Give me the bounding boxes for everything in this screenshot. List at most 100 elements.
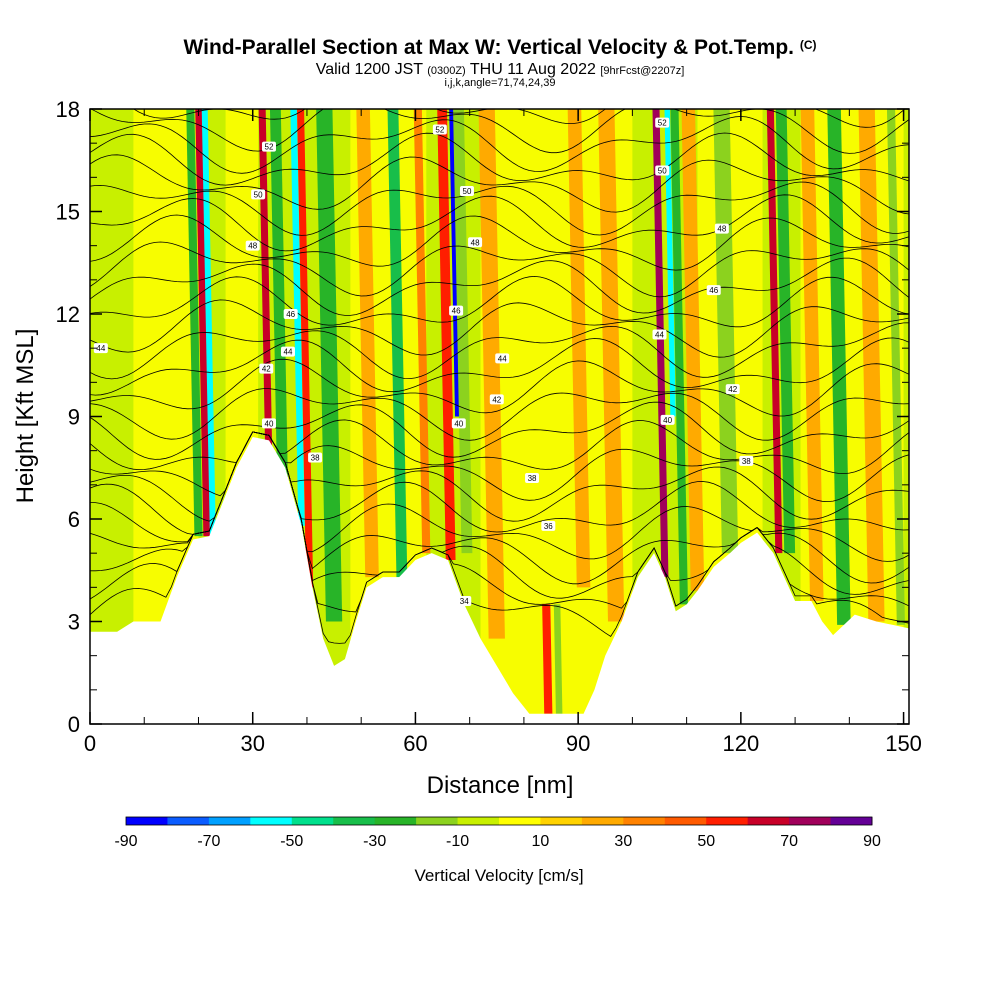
colorbar-swatch	[333, 817, 376, 825]
theta-contour-line	[90, 154, 909, 215]
velocity-band	[766, 109, 783, 554]
contour-label: 46	[283, 309, 298, 319]
colorbar-swatch	[747, 817, 790, 825]
y-axis-label: Height [Kft MSL]	[12, 329, 39, 504]
colorbar-swatch	[457, 817, 500, 825]
contour-label: 44	[652, 329, 667, 340]
velocity-band	[652, 109, 669, 578]
contour-label-text: 42	[492, 395, 501, 404]
contour-label-text: 44	[284, 348, 293, 357]
contour-label-text: 36	[544, 522, 553, 531]
velocity-band	[356, 109, 379, 578]
contour-label: 48	[714, 223, 729, 234]
contour-label-text: 46	[286, 310, 295, 319]
velocity-band	[186, 109, 203, 537]
colorbar-swatch	[499, 817, 541, 825]
velocity-band	[413, 109, 431, 554]
colorbar-swatch	[126, 817, 168, 825]
velocity-band	[681, 109, 705, 591]
contour-label: 38	[739, 455, 754, 466]
velocity-band	[437, 109, 456, 560]
contour-label: 50	[459, 186, 474, 196]
y-tick-label: 9	[68, 405, 80, 430]
colorbar-swatch	[374, 817, 417, 825]
contour-label-text: 42	[728, 385, 737, 394]
colorbar-swatch	[706, 817, 749, 825]
colorbar-swatch	[416, 817, 459, 825]
y-tick-label: 3	[68, 610, 80, 635]
velocity-band	[478, 109, 505, 639]
contour-label: 40	[660, 414, 675, 425]
contour-label-text: 46	[452, 307, 461, 316]
contour-label: 44	[280, 346, 295, 357]
velocity-band	[664, 109, 676, 417]
colorbar-swatch	[789, 817, 832, 825]
contour-label-text: 38	[528, 474, 537, 483]
colorbar-swatch	[830, 817, 873, 825]
chart-subtitle: Valid 1200 JST (0300Z) THU 11 Aug 2022 […	[315, 61, 685, 78]
colorbar-swatch	[208, 817, 251, 825]
velocity-band	[542, 604, 553, 714]
chart-title: Wind-Parallel Section at Max W: Vertical…	[183, 36, 817, 59]
velocity-band	[598, 109, 625, 622]
contour-label: 34	[457, 596, 472, 606]
y-tick-label: 15	[56, 200, 80, 225]
x-tick-label: 120	[723, 731, 760, 756]
theta-contour-line	[90, 109, 909, 154]
contour-label: 48	[245, 240, 260, 251]
colorbar-tick-label: -50	[280, 833, 303, 850]
chart-indices: i,j,k,angle=71,74,24,39	[444, 77, 556, 89]
velocity-band	[316, 109, 343, 622]
contour-label-text: 44	[96, 344, 105, 353]
contour-label-text: 50	[658, 167, 667, 176]
velocity-band	[195, 109, 210, 537]
velocity-band	[200, 109, 216, 537]
contour-label: 44	[495, 353, 510, 364]
contour-label: 42	[259, 363, 274, 374]
x-tick-label: 60	[403, 731, 427, 756]
velocity-band	[775, 109, 796, 554]
colorbar-tick-label: -70	[197, 833, 220, 850]
plot-area: 44 52 50 48 46 44 42 40 38 52 50 48 46 44 42 40 38 36 34 52…	[90, 109, 909, 724]
theta-contours	[90, 109, 909, 644]
theta-contour-line	[90, 181, 909, 236]
y-tick-label: 18	[56, 97, 80, 122]
contour-label-text: 52	[265, 143, 274, 152]
x-tick-label: 90	[566, 731, 590, 756]
contour-label: 44	[93, 343, 108, 354]
theta-contour-line	[90, 241, 909, 298]
contour-label-text: 34	[460, 597, 469, 606]
contour-label: 36	[541, 520, 556, 531]
theta-contour-line	[90, 214, 909, 271]
theta-contour-line	[90, 388, 909, 441]
contour-label-text: 48	[717, 225, 726, 234]
velocity-band	[453, 109, 473, 554]
contour-label-text: 46	[709, 286, 718, 295]
contour-label: 52	[432, 124, 447, 135]
colorbar-tick-label: -10	[446, 833, 469, 850]
contour-label-text: 50	[254, 190, 263, 199]
contour-label-text: 38	[742, 457, 751, 466]
contour-label-text: 44	[498, 354, 507, 363]
contour-label-text: 40	[265, 419, 274, 428]
contour-label-text: 50	[463, 187, 472, 196]
colorbar-tick-label: 10	[532, 833, 550, 850]
colorbar-tick-label: 70	[780, 833, 798, 850]
colorbar-tick-label: 30	[614, 833, 632, 850]
contour-label-text: 52	[658, 119, 667, 128]
contour-label-text: 40	[663, 416, 672, 425]
velocity-band	[886, 109, 905, 625]
contour-label: 42	[489, 394, 504, 405]
velocity-band	[553, 604, 563, 714]
theta-contour-line	[90, 358, 909, 417]
contour-label: 50	[251, 189, 266, 200]
theta-contour-line	[90, 322, 909, 380]
velocity-band	[269, 109, 288, 485]
colorbar-swatch	[291, 817, 334, 825]
contour-label-text: 44	[655, 331, 664, 340]
velocity-band	[713, 109, 739, 554]
theta-contour-line	[90, 431, 909, 503]
y-tick-label: 0	[68, 712, 80, 737]
colorbar-swatch	[250, 817, 293, 825]
